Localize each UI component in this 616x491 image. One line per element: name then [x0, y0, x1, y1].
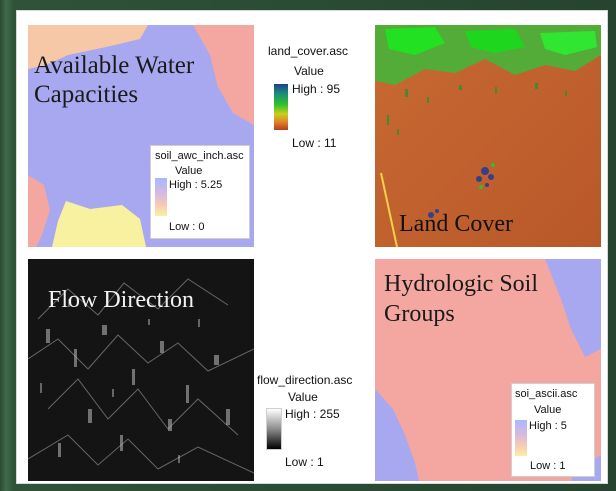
- land-cover-legend: land_cover.asc Value High : 95 Low : 11: [268, 44, 368, 154]
- flow-direction-legend-low: Low : 1: [285, 455, 324, 469]
- land-cover-map-panel: Land Cover: [375, 25, 601, 247]
- land-cover-title: Land Cover: [399, 211, 513, 237]
- hydrologic-soil-legend: soi_ascii.asc Value High : 5 Low : 1: [511, 383, 595, 477]
- hydrologic-soil-title-line-2: Groups: [384, 301, 455, 327]
- awc-title-line-1: Available Water: [34, 52, 195, 79]
- land-cover-legend-low: Low : 11: [292, 136, 337, 150]
- flow-direction-legend-color-ramp: [266, 408, 282, 450]
- hydrologic-soil-legend-file: soi_ascii.asc: [515, 388, 578, 400]
- flow-direction-legend-file: flow_direction.asc: [257, 373, 353, 387]
- awc-legend-low: Low : 0: [169, 221, 205, 233]
- flow-direction-legend: flow_direction.asc Value High : 255 Low …: [257, 373, 373, 479]
- awc-legend-color-ramp: [155, 178, 167, 216]
- awc-legend-file: soil_awc_inch.asc: [155, 150, 244, 162]
- hydrologic-soil-legend-color-ramp: [515, 420, 527, 456]
- awc-map-panel: Available Water Capacities soil_awc_inch…: [28, 25, 254, 247]
- awc-legend-high: High : 5.25: [169, 179, 223, 191]
- hydrologic-soil-legend-high: High : 5: [529, 420, 567, 432]
- awc-legend-value-label: Value: [175, 165, 203, 177]
- hydrologic-soil-title-line-1: Hydrologic Soil: [384, 271, 538, 297]
- land-cover-map-raster: [375, 25, 601, 247]
- flow-direction-map-panel: Flow Direction: [28, 259, 254, 481]
- flow-direction-title: Flow Direction: [48, 287, 194, 313]
- awc-title-line-2: Capacities: [34, 81, 139, 108]
- figure-frame: Available Water Capacities soil_awc_inch…: [16, 10, 608, 484]
- flow-direction-legend-high: High : 255: [285, 407, 340, 421]
- land-cover-legend-color-ramp: [274, 84, 288, 130]
- awc-map-raster: [28, 25, 254, 247]
- hydrologic-soil-legend-low: Low : 1: [530, 460, 566, 472]
- land-cover-legend-high: High : 95: [292, 82, 341, 96]
- awc-legend: soil_awc_inch.asc Value High : 5.25 Low …: [150, 145, 250, 239]
- hydrologic-soil-map-panel: Hydrologic Soil Groups soi_ascii.asc Val…: [375, 259, 601, 481]
- land-cover-legend-file: land_cover.asc: [268, 44, 349, 58]
- hydrologic-soil-legend-value-label: Value: [534, 404, 562, 416]
- hydrologic-soil-title: Hydrologic Soil Groups: [384, 269, 538, 329]
- awc-title: Available Water Capacities: [34, 51, 194, 109]
- flow-direction-legend-value-label: Value: [288, 390, 318, 404]
- flow-direction-map-raster: [28, 259, 254, 481]
- land-cover-legend-value-label: Value: [294, 64, 324, 78]
